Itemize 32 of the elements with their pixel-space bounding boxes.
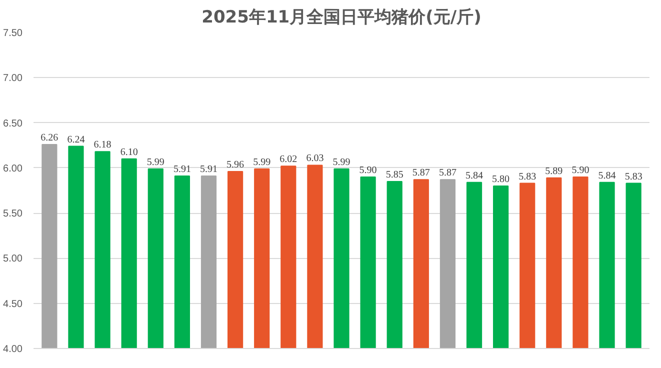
y-tick-label: 4.50 xyxy=(3,298,23,310)
data-label: 6.10 xyxy=(120,146,138,158)
data-label: 6.02 xyxy=(280,154,298,166)
data-label: 5.87 xyxy=(412,168,430,179)
data-label: 5.89 xyxy=(545,166,563,177)
y-tick-label: 7.00 xyxy=(3,73,23,84)
data-label: 5.99 xyxy=(146,156,164,168)
data-label: 5.99 xyxy=(332,156,350,168)
data-label: 5.85 xyxy=(386,169,404,180)
data-label: 5.96 xyxy=(226,160,244,171)
data-label: 6.26 xyxy=(40,132,58,144)
data-label: 5.91 xyxy=(173,164,191,176)
data-label: 5.83 xyxy=(518,171,536,182)
y-tick-label: 7.50 xyxy=(3,28,23,39)
y-tick-label: 6.00 xyxy=(3,163,23,174)
y-tick-label: 6.50 xyxy=(3,118,23,130)
chart-title: 2025年11月全国日平均猪价(元/斤) xyxy=(202,8,482,28)
data-label: 5.87 xyxy=(438,168,456,179)
y-tick-label: 5.00 xyxy=(3,254,23,265)
y-tick-label: 5.50 xyxy=(3,208,23,220)
y-tick-label: 4.00 xyxy=(3,344,23,355)
data-label: 6.18 xyxy=(94,140,112,151)
data-label: 5.90 xyxy=(572,164,590,176)
data-label: 5.80 xyxy=(492,174,510,185)
data-label: 6.24 xyxy=(67,134,85,146)
data-label: 5.91 xyxy=(200,164,218,176)
data-label: 5.84 xyxy=(598,170,616,182)
data-label: 5.83 xyxy=(624,171,642,182)
data-label: 5.90 xyxy=(359,164,377,176)
data-label: 6.03 xyxy=(306,153,324,164)
data-label: 5.84 xyxy=(466,170,484,182)
data-label: 5.99 xyxy=(253,156,271,168)
